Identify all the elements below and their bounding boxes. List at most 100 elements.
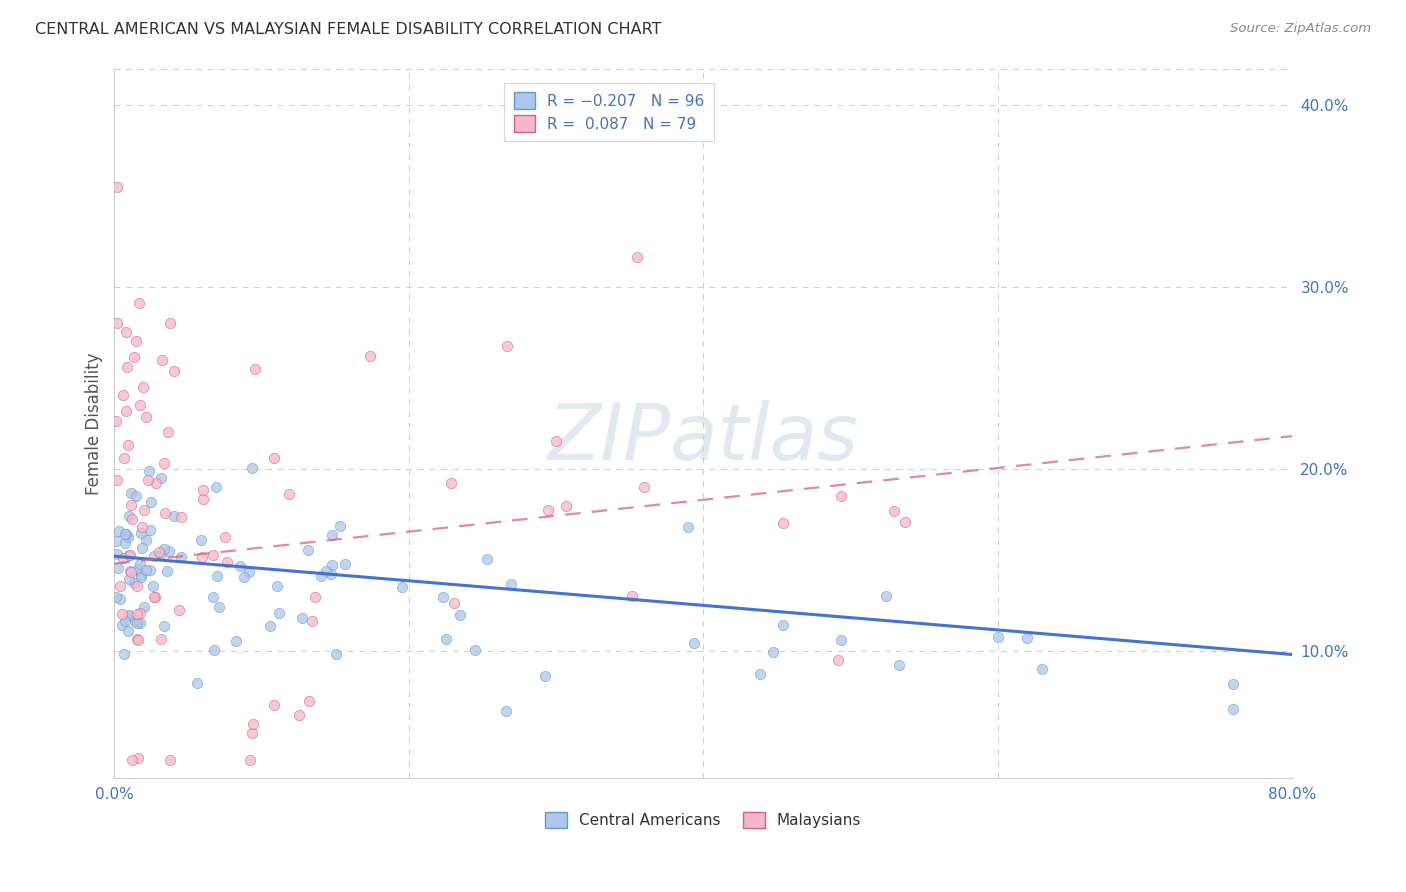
Point <box>159 753 181 767</box>
Point <box>464 643 486 657</box>
Point <box>762 645 785 659</box>
Point <box>125 632 148 646</box>
Point <box>121 512 143 526</box>
Point <box>157 425 180 440</box>
Point <box>496 339 519 353</box>
Point <box>104 533 127 548</box>
Point <box>432 590 454 604</box>
Point <box>894 515 917 529</box>
Point <box>118 607 141 622</box>
Point <box>190 533 212 547</box>
Point <box>148 545 170 559</box>
Point <box>159 316 181 330</box>
Point <box>304 590 326 604</box>
Point <box>266 578 288 592</box>
Point <box>131 568 153 582</box>
Point <box>132 502 155 516</box>
Point <box>163 509 186 524</box>
Point <box>135 563 157 577</box>
Point <box>131 570 153 584</box>
Text: Source: ZipAtlas.com: Source: ZipAtlas.com <box>1230 22 1371 36</box>
Point <box>883 504 905 518</box>
Point <box>298 694 321 708</box>
Point <box>238 566 260 580</box>
Point <box>536 503 558 517</box>
Point <box>186 676 208 690</box>
Point <box>772 617 794 632</box>
Point <box>105 547 128 561</box>
Point <box>129 398 152 412</box>
Point <box>107 524 129 539</box>
Point <box>124 614 146 628</box>
Point <box>190 550 212 565</box>
Point <box>120 499 142 513</box>
Point <box>263 698 285 713</box>
Point <box>827 653 849 667</box>
Point <box>121 753 143 767</box>
Point <box>359 349 381 363</box>
Point <box>225 634 247 648</box>
Point <box>329 518 352 533</box>
Point <box>321 528 343 542</box>
Point <box>301 614 323 628</box>
Point <box>239 753 262 767</box>
Point <box>682 636 704 650</box>
Point <box>291 611 314 625</box>
Point <box>153 619 176 633</box>
Point <box>297 542 319 557</box>
Point <box>105 316 128 330</box>
Point <box>208 600 231 615</box>
Point <box>150 632 173 646</box>
Point <box>129 616 152 631</box>
Point <box>115 360 138 375</box>
Point <box>315 564 337 578</box>
Point <box>391 580 413 594</box>
Point <box>125 607 148 622</box>
Point <box>987 630 1010 644</box>
Point <box>131 520 153 534</box>
Point <box>110 591 132 606</box>
Point <box>202 590 225 604</box>
Point <box>204 642 226 657</box>
Point <box>112 647 135 661</box>
Point <box>232 570 254 584</box>
Point <box>207 568 229 582</box>
Point <box>1015 632 1038 646</box>
Point <box>201 548 224 562</box>
Point <box>112 450 135 465</box>
Point <box>495 704 517 718</box>
Text: CENTRAL AMERICAN VS MALAYSIAN FEMALE DISABILITY CORRELATION CHART: CENTRAL AMERICAN VS MALAYSIAN FEMALE DIS… <box>35 22 662 37</box>
Point <box>104 590 127 604</box>
Point <box>1222 676 1244 690</box>
Point <box>120 565 142 579</box>
Point <box>150 352 173 367</box>
Point <box>111 607 134 621</box>
Point <box>118 564 141 578</box>
Point <box>163 364 186 378</box>
Point <box>122 350 145 364</box>
Point <box>242 716 264 731</box>
Point <box>555 499 578 513</box>
Point <box>108 579 131 593</box>
Point <box>167 603 190 617</box>
Point <box>139 563 162 577</box>
Point <box>145 475 167 490</box>
Point <box>127 751 149 765</box>
Point <box>191 491 214 506</box>
Point <box>501 576 523 591</box>
Point <box>135 410 157 425</box>
Point <box>889 657 911 672</box>
Point <box>117 438 139 452</box>
Point <box>118 572 141 586</box>
Point <box>135 533 157 548</box>
Point <box>111 551 134 566</box>
Point <box>153 456 176 470</box>
Point <box>321 558 343 572</box>
Point <box>112 388 135 402</box>
Point <box>311 569 333 583</box>
Point <box>104 414 127 428</box>
Legend: Central Americans, Malaysians: Central Americans, Malaysians <box>538 805 868 834</box>
Point <box>115 403 138 417</box>
Point <box>142 590 165 604</box>
Point <box>772 516 794 530</box>
